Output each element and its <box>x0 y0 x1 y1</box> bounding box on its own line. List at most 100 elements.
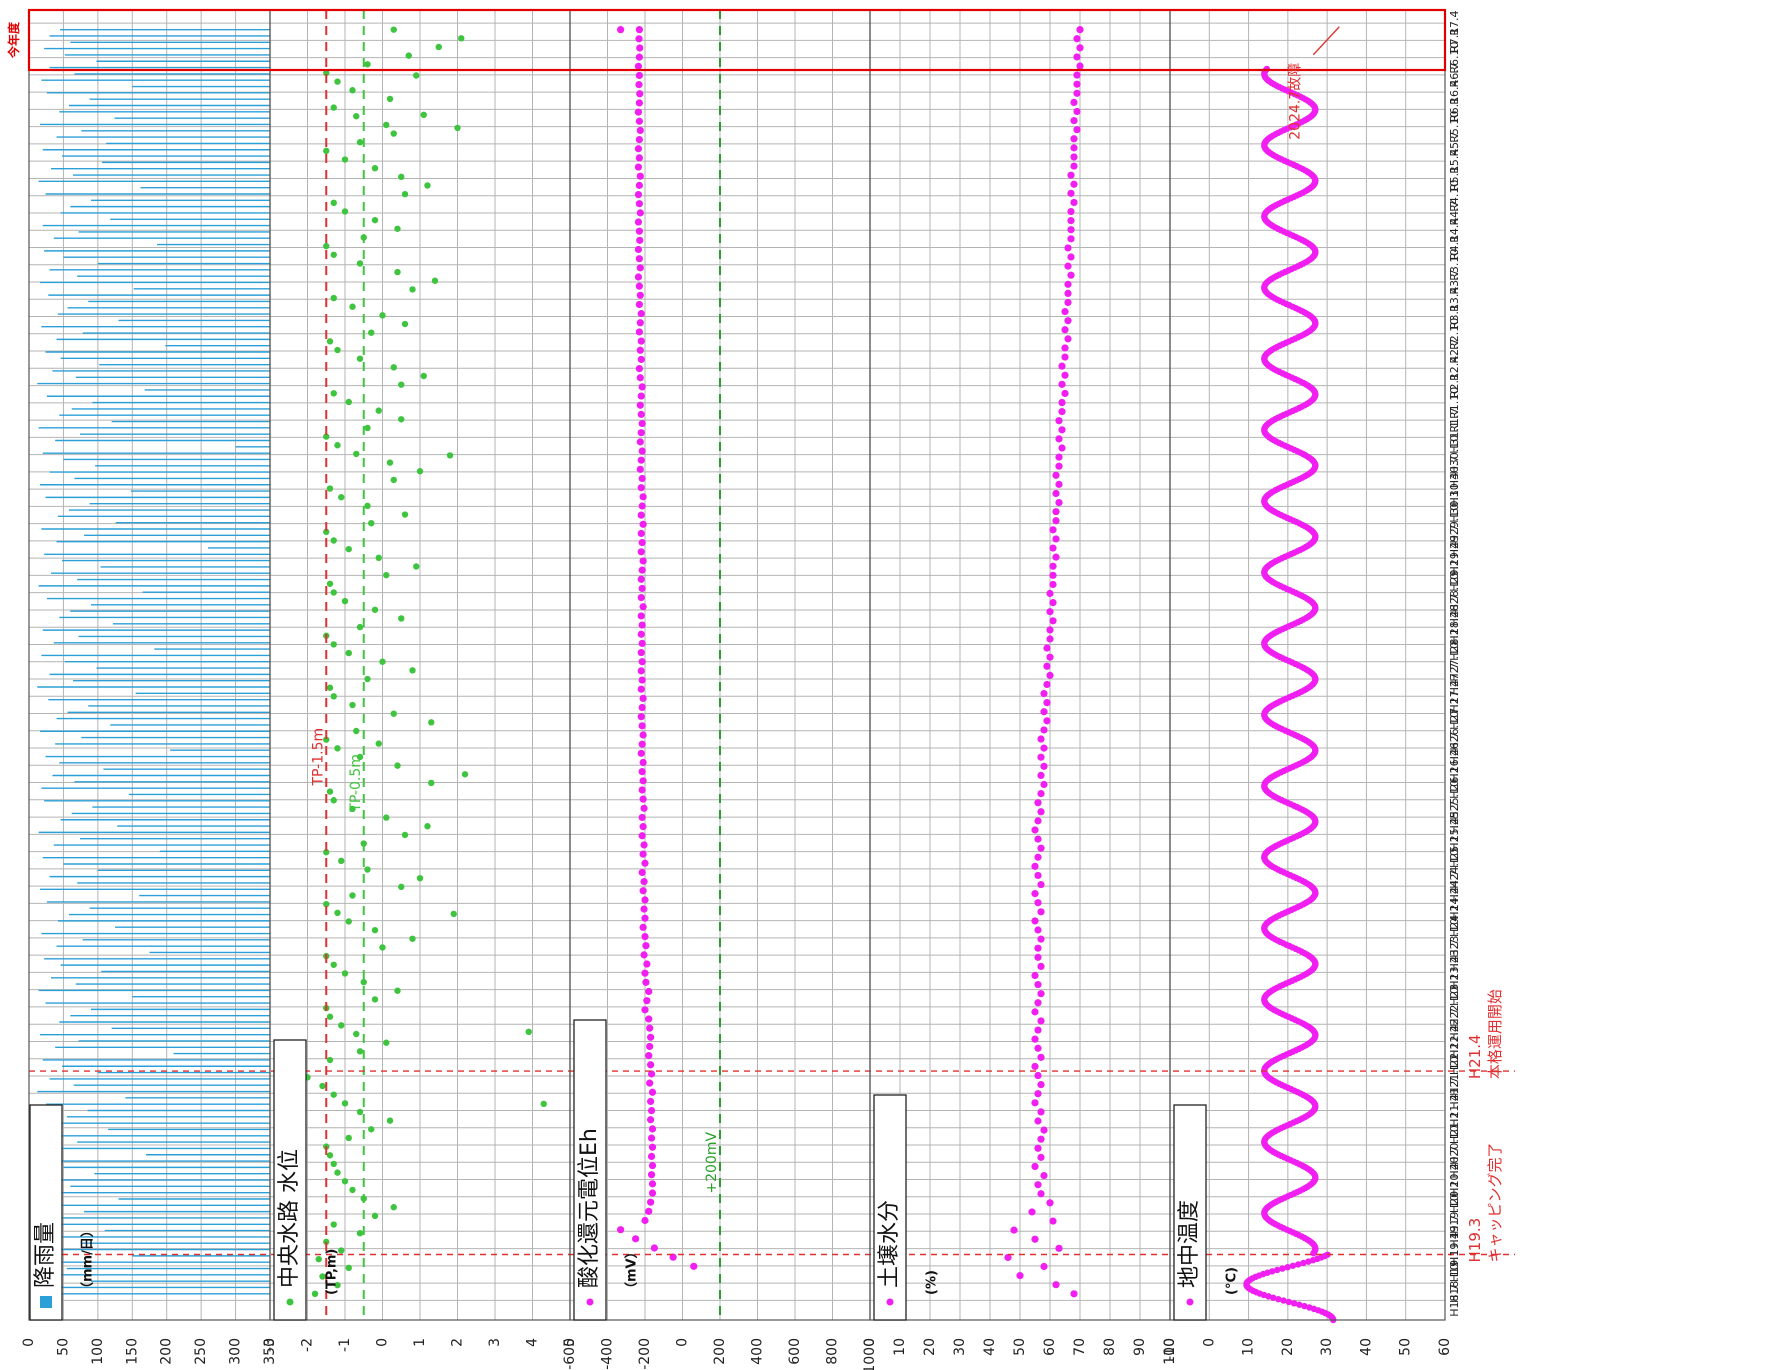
water-level-point <box>341 1178 349 1185</box>
value-tick-label: 100 <box>1162 1338 1178 1365</box>
water-level-point <box>371 1212 379 1220</box>
legend-box <box>29 1104 63 1321</box>
water-level-point <box>386 459 394 466</box>
soil-moisture-point <box>1052 535 1060 543</box>
value-tick-label: 100 <box>90 1338 106 1365</box>
water-level-point <box>540 1100 547 1108</box>
water-level-point <box>371 164 379 172</box>
water-level-point <box>334 78 341 85</box>
eh-point <box>638 868 646 877</box>
soil-moisture-point <box>1004 1253 1012 1262</box>
eh-point <box>635 227 643 235</box>
soil-moisture-point <box>1043 644 1051 652</box>
soil-temperature-point <box>1285 1298 1292 1306</box>
eh-point <box>647 1070 656 1078</box>
water-level-point <box>345 545 352 553</box>
eh-point <box>637 575 645 583</box>
eh-point <box>634 218 643 226</box>
eh-point <box>636 401 644 409</box>
soil-moisture-point <box>1055 1244 1063 1252</box>
soil-temperature-point <box>1268 1268 1276 1275</box>
water-level-point <box>364 866 371 873</box>
value-tick-label: 0 <box>1201 1338 1217 1347</box>
soil-moisture-point <box>1034 871 1042 880</box>
eh-point <box>641 1006 649 1014</box>
soil-moisture-point <box>1046 589 1054 598</box>
soil-moisture-point <box>1055 480 1063 488</box>
water-level-point <box>338 494 345 501</box>
legend-box <box>273 1039 307 1321</box>
water-level-point <box>390 476 397 484</box>
eh-point <box>635 26 643 34</box>
water-level-point <box>364 502 371 510</box>
value-tick-label: 40 <box>1358 1338 1374 1356</box>
soil-temperature-point <box>1273 1266 1281 1274</box>
eh-point <box>647 1116 655 1124</box>
eh-point <box>640 804 648 812</box>
soil-temperature-point <box>1280 1297 1287 1304</box>
eh-point <box>635 181 643 189</box>
time-tick-label: H30.4 <box>1448 473 1461 506</box>
time-tick-label: H26.7 <box>1448 732 1461 765</box>
soil-moisture-point <box>1034 926 1042 934</box>
water-level-point <box>394 762 401 769</box>
soil-moisture-point <box>1073 89 1081 97</box>
soil-moisture-point <box>1034 1090 1042 1098</box>
eh-point <box>637 484 645 492</box>
water-level-point <box>330 104 337 111</box>
value-tick-label: 80 <box>1102 1338 1118 1356</box>
water-level-point <box>349 701 356 709</box>
eh-point <box>650 1244 658 1252</box>
water-level-point <box>326 338 334 345</box>
water-level-point <box>398 883 405 891</box>
soil-moisture-point <box>1052 517 1060 525</box>
eh-point <box>638 639 646 648</box>
time-tick-label: R1.10 <box>1448 387 1461 419</box>
time-tick-label: H27.1 <box>1448 697 1461 730</box>
soil-moisture-point <box>1064 244 1072 252</box>
water-level-point <box>353 1030 360 1038</box>
water-level-point <box>375 554 382 562</box>
time-tick-label: R7.4 <box>1448 11 1461 36</box>
water-level-point <box>428 779 435 787</box>
highlight-label: 今年度 <box>6 21 21 59</box>
eh-point <box>640 877 648 886</box>
soil-moisture-point <box>1076 62 1084 70</box>
eh-point <box>648 1180 657 1188</box>
eh-point <box>643 960 651 968</box>
time-tick-label: H28.7 <box>1448 594 1461 627</box>
time-tick-label: H19.4 <box>1448 1232 1461 1265</box>
water-level-point <box>394 268 401 276</box>
eh-point <box>634 190 643 199</box>
eh-point <box>634 62 643 70</box>
time-tick-label: R6.7 <box>1448 62 1461 87</box>
eh-point <box>617 26 625 34</box>
eh-point <box>637 648 645 657</box>
water-level-point <box>360 978 367 986</box>
water-level-point <box>364 675 371 683</box>
water-level-point <box>334 1281 341 1289</box>
water-level-point <box>356 1108 364 1116</box>
time-tick-label: H19.10 <box>1448 1194 1461 1234</box>
eh-point <box>632 1235 640 1243</box>
time-tick-label: H18.10 <box>1448 1263 1461 1303</box>
water-level-point <box>446 452 454 459</box>
water-level-point <box>364 61 371 68</box>
water-level-point <box>356 355 364 362</box>
soil-moisture-point <box>1037 1135 1045 1143</box>
value-tick-label: 200 <box>159 1338 175 1365</box>
soil-moisture-point <box>1046 1199 1054 1207</box>
soil-moisture-point <box>1049 580 1057 589</box>
soil-temperature-point <box>1296 1301 1303 1308</box>
water-level-point <box>371 926 379 934</box>
water-level-point <box>338 1022 345 1029</box>
soil-moisture-point <box>1037 990 1045 998</box>
time-tick-label: H26.4 <box>1448 749 1461 782</box>
water-level-point <box>330 294 337 302</box>
eh-point <box>635 255 643 263</box>
soil-moisture-point <box>1061 389 1069 398</box>
water-level-point <box>390 710 397 717</box>
water-level-point <box>356 623 364 631</box>
water-level-point <box>326 788 334 795</box>
